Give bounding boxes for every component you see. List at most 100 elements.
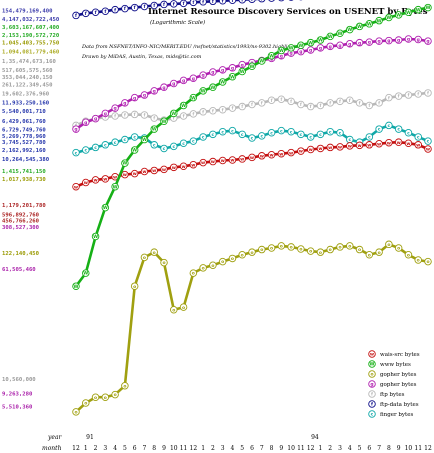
- data-point-marker: f: [183, 1, 185, 7]
- data-point-marker: W: [230, 74, 235, 80]
- data-point-marker: W: [396, 13, 401, 19]
- data-point-marker: W: [210, 85, 215, 91]
- data-point-marker: c: [260, 134, 263, 139]
- data-point-marker: c: [309, 136, 312, 141]
- data-point: [365, 38, 374, 46]
- data-point-marker: f: [349, 98, 351, 104]
- x-tick-label: 12: [424, 445, 432, 452]
- data-point: [140, 91, 149, 99]
- data-point-marker: c: [212, 133, 215, 138]
- x-tick-label: 1: [319, 445, 323, 452]
- data-point: [72, 11, 80, 20]
- data-point-marker: W: [103, 205, 108, 211]
- data-point-marker: g: [123, 101, 126, 106]
- data-point-marker: o: [231, 257, 234, 262]
- data-point: [306, 102, 315, 111]
- data-point-marker: f: [251, 102, 253, 108]
- data-point-marker: g: [426, 40, 429, 45]
- data-point: [375, 248, 383, 256]
- data-point: [248, 153, 256, 162]
- data-point: [277, 95, 286, 103]
- data-point: [355, 141, 364, 150]
- data-point-marker: c: [182, 142, 185, 147]
- data-point-marker: f: [319, 103, 321, 109]
- data-point-marker: f: [231, 0, 233, 4]
- data-point: [316, 36, 325, 44]
- legend-marker-letter: o: [370, 373, 373, 378]
- data-point: [228, 254, 237, 263]
- data-point-marker: f: [251, 0, 253, 3]
- data-point-marker: c: [270, 131, 273, 136]
- data-point-marker: c: [241, 133, 244, 138]
- data-point: [277, 149, 286, 158]
- data-point: [297, 100, 305, 109]
- data-point: [297, 41, 305, 50]
- data-point-marker: o: [182, 306, 185, 311]
- y-tick-label: 308,527,300: [2, 225, 40, 231]
- data-point: [277, 242, 286, 250]
- data-point: [414, 90, 422, 98]
- data-point: [258, 0, 266, 3]
- data-point: [394, 11, 403, 19]
- data-point: [365, 101, 374, 110]
- legend-label: gopher bytes: [380, 382, 417, 388]
- legend-marker: [368, 390, 376, 398]
- y-tick-label: 154,479,169,400: [2, 9, 53, 15]
- data-point-marker: o: [74, 411, 77, 416]
- data-point-marker: f: [163, 2, 165, 8]
- data-point: [394, 125, 403, 133]
- data-point-marker: o: [221, 260, 224, 265]
- data-point: [199, 87, 207, 95]
- data-point: [326, 99, 334, 107]
- data-point-marker: W: [406, 10, 411, 16]
- data-point-marker: w: [367, 143, 371, 148]
- data-point-marker: w: [152, 169, 156, 174]
- data-point: [111, 182, 119, 191]
- data-point-marker: W: [259, 59, 264, 65]
- data-point-marker: c: [427, 140, 430, 145]
- data-point: [121, 170, 129, 179]
- data-point-marker: g: [172, 82, 175, 87]
- data-point: [316, 144, 325, 153]
- data-point: [316, 130, 325, 139]
- data-point: [160, 83, 168, 91]
- data-point: [130, 133, 139, 141]
- y-tick-label: 2,153,190,572,720: [2, 33, 60, 39]
- data-point: [160, 0, 168, 9]
- data-point: [189, 110, 198, 118]
- data-point: [130, 282, 139, 290]
- data-point: [375, 139, 383, 148]
- data-point: [209, 68, 217, 76]
- data-point-marker: f: [153, 116, 155, 122]
- data-point-marker: w: [416, 143, 420, 148]
- data-point: [424, 37, 432, 45]
- data-point-marker: W: [132, 148, 137, 154]
- chart-note-source: Data from NSFNET/INFO-NIC/MERIT.EDU /nsf…: [81, 44, 299, 50]
- data-point-marker: f: [398, 94, 400, 100]
- data-point-marker: w: [338, 145, 342, 150]
- data-point-marker: w: [318, 147, 322, 152]
- data-point-marker: f: [271, 0, 273, 2]
- data-point: [218, 156, 227, 165]
- legend-marker: [368, 350, 376, 358]
- data-point: [385, 121, 393, 130]
- data-point-marker: f: [134, 5, 136, 11]
- data-point-marker: o: [250, 251, 253, 256]
- legend-item: w wais-src bytes: [368, 350, 420, 358]
- y-tick-label: 1,415,741,150: [2, 169, 46, 175]
- data-point-marker: o: [309, 250, 312, 255]
- data-point-marker: o: [358, 248, 361, 253]
- data-point-marker: W: [83, 271, 88, 277]
- data-point-marker: w: [309, 148, 313, 153]
- data-point-marker: c: [124, 138, 127, 143]
- data-point-marker: w: [201, 161, 205, 166]
- data-point: [170, 79, 178, 88]
- data-point: [170, 109, 178, 118]
- data-point: [238, 67, 246, 76]
- legend-item: f ftp-data bytes: [368, 400, 419, 408]
- x-tick-label: 6: [133, 445, 137, 452]
- data-point: [365, 251, 374, 259]
- data-point: [140, 111, 149, 119]
- legend-label: finger bytes: [380, 412, 413, 418]
